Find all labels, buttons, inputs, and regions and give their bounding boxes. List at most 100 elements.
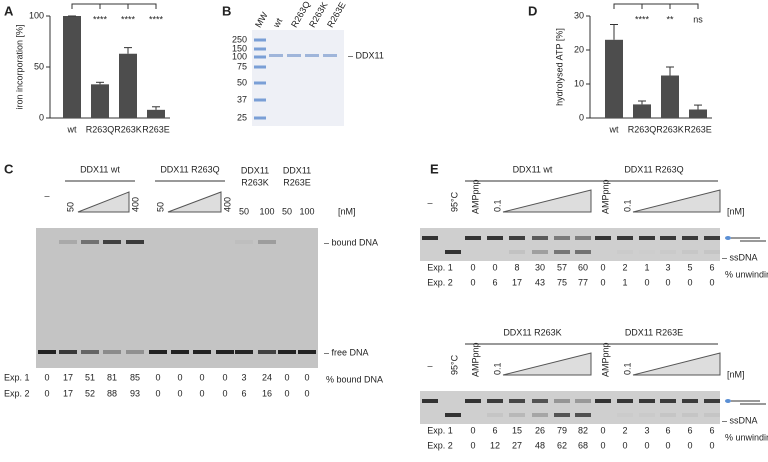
- duplex-band: [554, 236, 570, 240]
- cell: 77: [578, 277, 588, 287]
- duplex-band: [554, 399, 570, 403]
- ssdna-band: [575, 250, 591, 254]
- marker-band: [254, 55, 266, 59]
- free-band: [298, 350, 316, 354]
- cell: 3: [241, 372, 246, 382]
- x-tick-label: R263K: [656, 124, 684, 134]
- conc-label: 400: [222, 197, 232, 212]
- cell: 0: [470, 440, 475, 450]
- significance-label: ns: [693, 14, 703, 24]
- group-label: DDX11 wt: [513, 164, 553, 174]
- significance-bracket: [613, 3, 643, 9]
- ssdna-band: [532, 413, 548, 417]
- significance-bracket: [71, 3, 157, 9]
- y-tick-label: 100: [29, 10, 44, 20]
- row-label: Exp. 1: [427, 262, 453, 272]
- duplex-band: [704, 399, 720, 403]
- cell: 0: [284, 372, 289, 382]
- group-label: DDX11: [283, 165, 311, 175]
- cell: 0: [492, 262, 497, 272]
- dna-icon: [731, 400, 766, 405]
- ssdna-band: [554, 250, 570, 254]
- cell: 24: [262, 372, 272, 382]
- cell: 0: [199, 388, 204, 398]
- marker-label: 75: [237, 61, 247, 71]
- duplex-band: [617, 399, 633, 403]
- y-tick-label: 10: [574, 78, 584, 88]
- y-tick-label: 50: [34, 61, 44, 71]
- duplex-band: [595, 236, 611, 240]
- lane-label: wt: [271, 16, 285, 30]
- x-tick-label: wt: [67, 124, 77, 134]
- ssdna-band: [682, 413, 698, 417]
- unit-label: [nM]: [727, 206, 745, 216]
- lane-label: –: [427, 360, 432, 370]
- band-label: – ssDNA: [722, 415, 758, 425]
- cell: 75: [557, 277, 567, 287]
- free-band: [126, 350, 144, 354]
- marker-band: [254, 65, 266, 69]
- significance-label: **: [666, 14, 674, 24]
- x-tick-label: R263Q: [628, 124, 657, 134]
- lane-label: R263E: [325, 0, 347, 29]
- cell: 0: [222, 372, 227, 382]
- conc-label: 0.1: [622, 199, 632, 212]
- duplex-band: [465, 236, 481, 240]
- panel-label: A: [4, 3, 14, 18]
- row-label: Exp. 2: [427, 277, 453, 287]
- bound-band: [81, 240, 99, 244]
- cell: 0: [600, 277, 605, 287]
- lane-label: AMPpnp: [600, 342, 610, 377]
- conc-label: 50: [65, 202, 75, 212]
- cell: 0: [600, 425, 605, 435]
- ssdna-band: [639, 250, 655, 254]
- cell: 27: [512, 440, 522, 450]
- group-label: DDX11: [241, 165, 269, 175]
- group-label: R263E: [283, 177, 311, 187]
- y-tick-label: 20: [574, 44, 584, 54]
- bar: [119, 53, 137, 118]
- cell: 6: [492, 277, 497, 287]
- conc-label: 100: [299, 206, 314, 216]
- bar: [661, 75, 679, 118]
- cell: 17: [63, 388, 73, 398]
- group-label: DDX11 R263Q: [160, 164, 219, 174]
- marker-band: [254, 98, 266, 102]
- free-band: [171, 350, 189, 354]
- cell: 1: [644, 262, 649, 272]
- cell: 0: [199, 372, 204, 382]
- cell: 8: [514, 262, 519, 272]
- ssdna-band: [617, 413, 633, 417]
- conc-label: 100: [259, 206, 274, 216]
- marker-label: 25: [237, 112, 247, 122]
- significance-label: ****: [149, 14, 164, 24]
- lane-label: AMPpnp: [470, 342, 480, 377]
- row-label: Exp. 2: [4, 388, 30, 398]
- conc-label: 400: [130, 197, 140, 212]
- x-tick-label: R263K: [114, 124, 142, 134]
- duplex-band: [575, 399, 591, 403]
- free-band: [103, 350, 121, 354]
- bound-band: [126, 240, 144, 244]
- conc-label: 0.1: [492, 199, 502, 212]
- cell: 3: [644, 425, 649, 435]
- cell: 0: [304, 372, 309, 382]
- free-band: [81, 350, 99, 354]
- ssdna-band: [532, 250, 548, 254]
- cell: 3: [665, 262, 670, 272]
- free-band: [59, 350, 77, 354]
- cell: 0: [665, 440, 670, 450]
- lane-label: 95°C: [449, 354, 459, 375]
- row-label: Exp. 1: [4, 372, 30, 382]
- conc-label: 0.1: [622, 362, 632, 375]
- cell: 12: [490, 440, 500, 450]
- marker-band: [254, 47, 266, 51]
- cell: 15: [512, 425, 522, 435]
- group-label: DDX11 R263Q: [624, 164, 683, 174]
- protein-band: [323, 54, 337, 57]
- bound-band: [258, 240, 276, 244]
- cell: 30: [535, 262, 545, 272]
- y-axis-label: iron incorporation [%]: [14, 24, 24, 109]
- cell: 26: [535, 425, 545, 435]
